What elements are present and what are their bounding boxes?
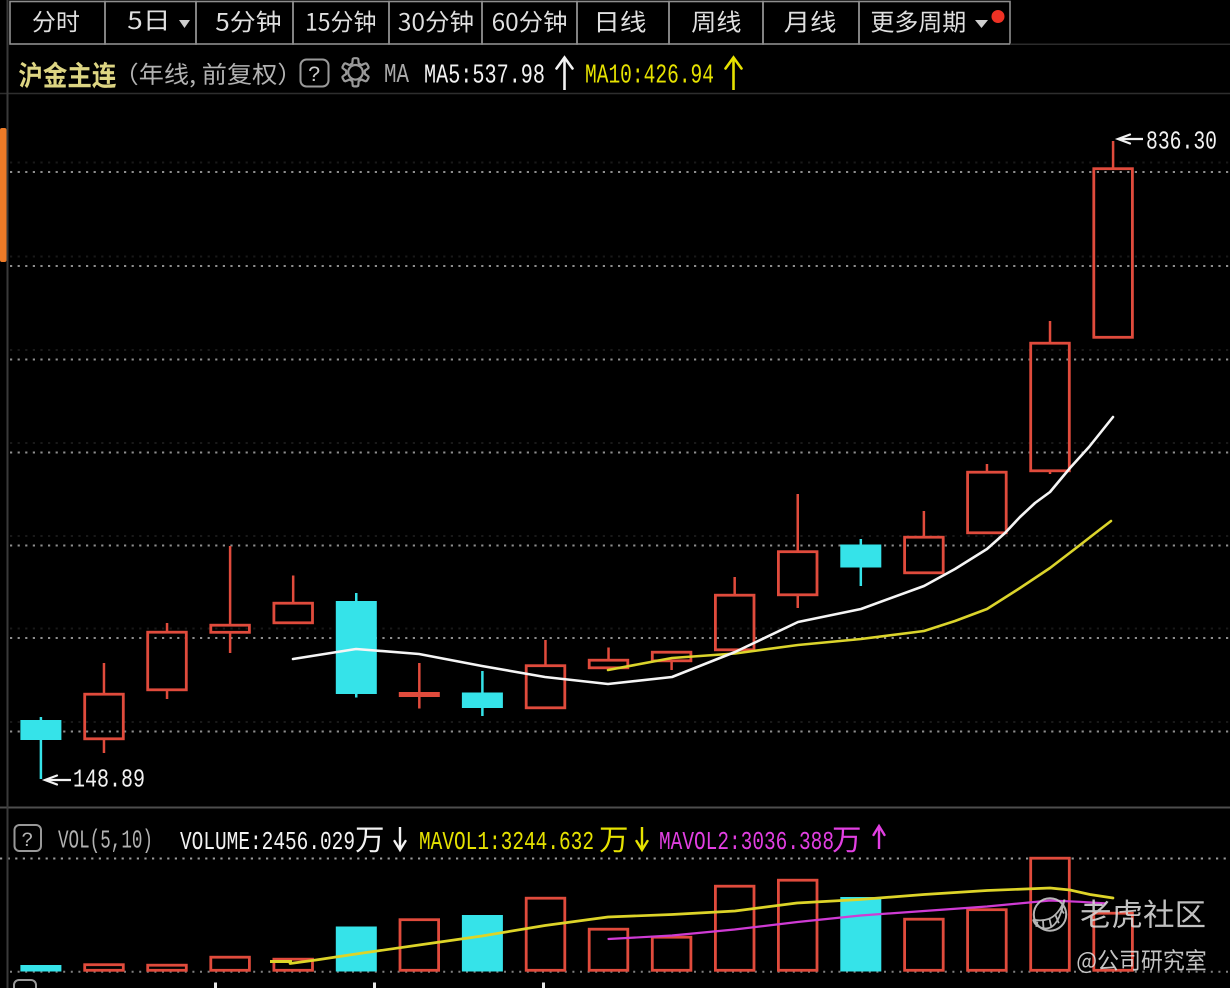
svg-text:?: ? [308,63,321,88]
svg-text:?: ? [22,830,34,853]
svg-text:MA10:426.94: MA10:426.94 [585,62,714,92]
svg-text:MAVOL2:3036.388: MAVOL2:3036.388 [659,827,834,857]
svg-text:VOLUME:2456.029: VOLUME:2456.029 [180,827,355,857]
svg-text:MA: MA [384,61,410,91]
svg-text:148.89: 148.89 [73,765,145,795]
svg-text:MAVOL1:3244.632: MAVOL1:3244.632 [419,827,594,857]
svg-text:836.30: 836.30 [1146,127,1217,157]
svg-text:MA5:537.98: MA5:537.98 [424,62,545,92]
svg-text:VOL(5,10): VOL(5,10) [58,827,153,856]
